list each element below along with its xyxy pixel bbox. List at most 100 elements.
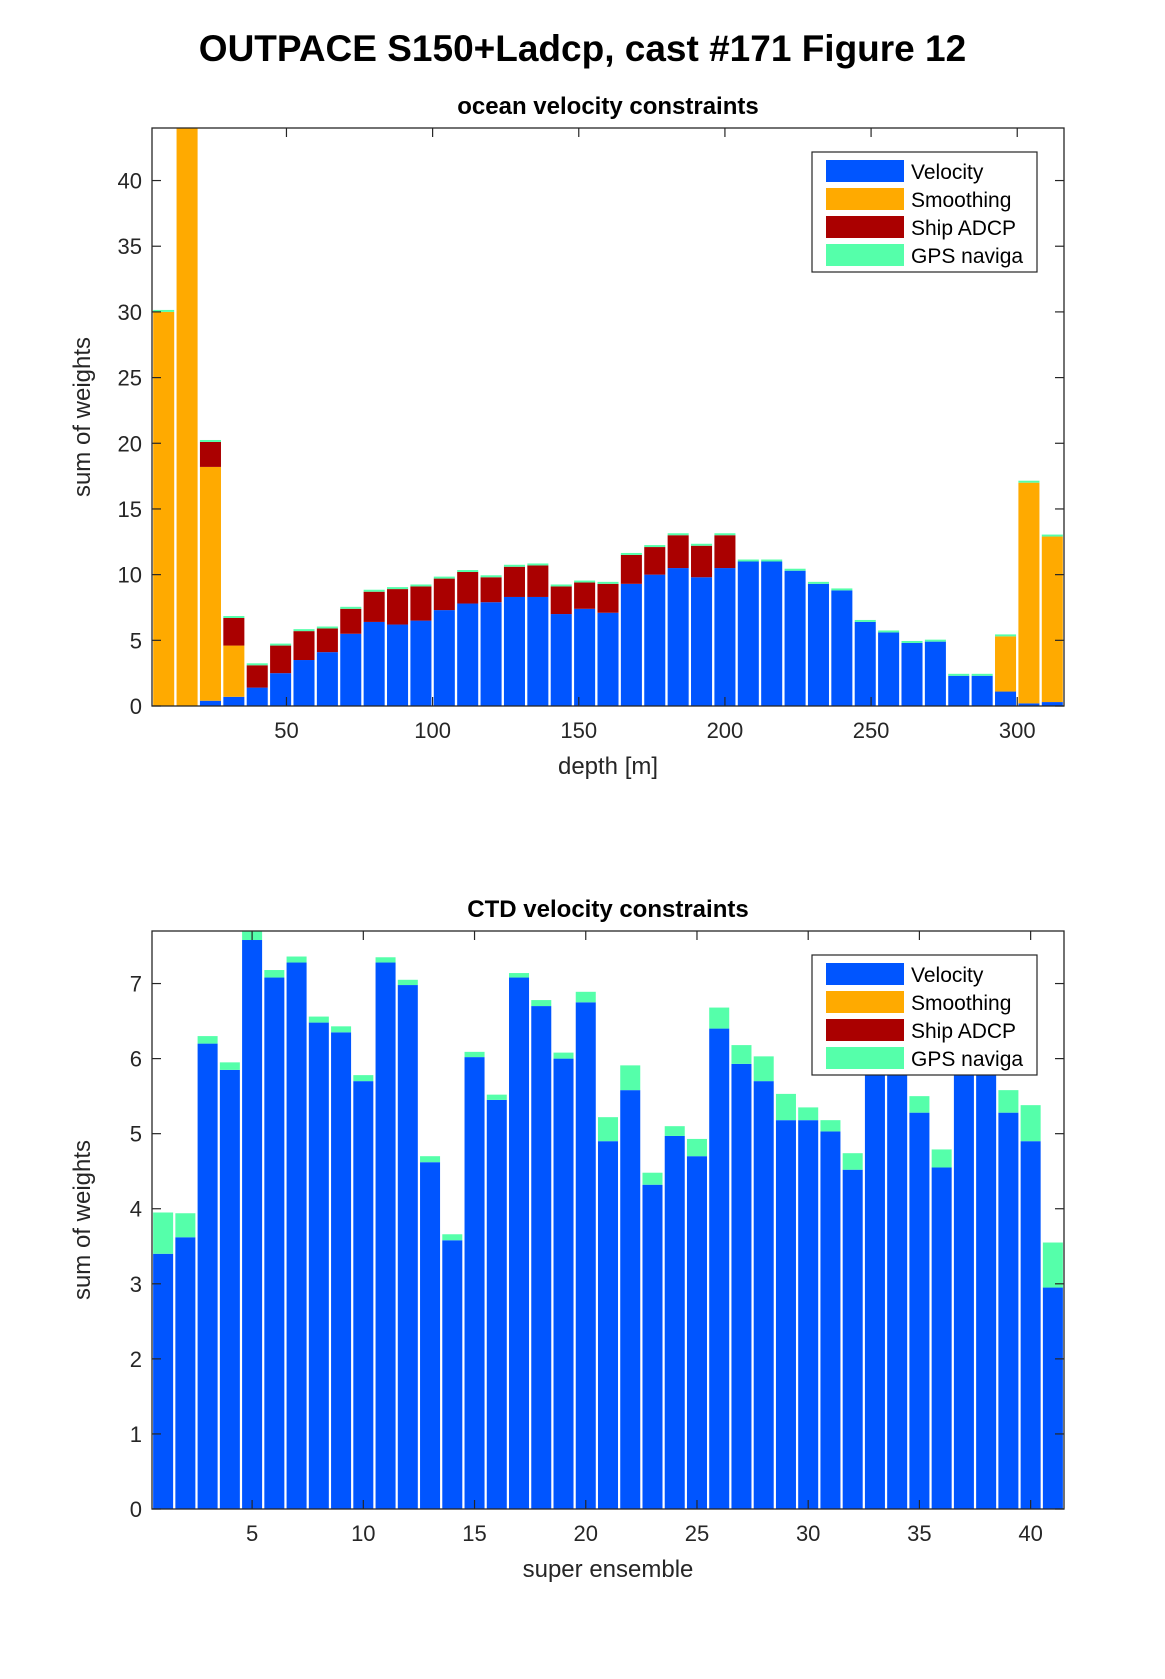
y-tick-label: 7 [130, 972, 142, 997]
bar-gps-naviga [761, 559, 783, 562]
legend-swatch [826, 188, 904, 210]
bar-velocity [397, 985, 418, 1509]
bar-ship-adcp [480, 577, 502, 603]
y-tick-label: 35 [118, 234, 142, 259]
bar-velocity [503, 596, 525, 706]
bar-velocity [433, 610, 455, 706]
bar-velocity [480, 602, 502, 706]
x-tick-label: 15 [462, 1521, 486, 1546]
bar-gps-naviga [574, 580, 596, 583]
y-tick-label: 10 [118, 563, 142, 588]
bar-ship-adcp [199, 441, 221, 467]
bar-ship-adcp [667, 535, 689, 569]
chart-title: CTD velocity constraints [467, 896, 748, 923]
bar-gps-naviga [691, 543, 713, 546]
bar-gps-naviga [293, 629, 315, 632]
bar-velocity [175, 1237, 196, 1509]
bar-gps-naviga [1042, 1242, 1063, 1288]
bar-ship-adcp [457, 572, 479, 604]
bar-velocity [464, 1057, 485, 1509]
bar-velocity [798, 1120, 819, 1509]
bar-velocity [223, 696, 245, 706]
bar-gps-naviga [410, 584, 432, 587]
bar-velocity [242, 940, 263, 1509]
y-tick-label: 2 [130, 1347, 142, 1372]
x-tick-label: 50 [274, 718, 298, 743]
legend-swatch [826, 216, 904, 238]
bar-smoothing [176, 128, 198, 706]
bar-gps-naviga [153, 309, 175, 312]
x-tick-label: 30 [796, 1521, 820, 1546]
bar-velocity [331, 1032, 352, 1509]
bar-smoothing [223, 645, 245, 697]
bar-ship-adcp [270, 645, 292, 674]
bar-gps-naviga [909, 1096, 930, 1113]
bar-gps-naviga [878, 630, 900, 633]
bar-gps-naviga [831, 588, 853, 591]
bar-ship-adcp [246, 665, 268, 688]
bar-velocity [737, 561, 759, 706]
bar-gps-naviga [644, 545, 666, 548]
bar-ship-adcp [597, 583, 619, 613]
bar-gps-naviga [199, 439, 221, 442]
bar-velocity [219, 1069, 240, 1509]
bar-velocity [878, 632, 900, 706]
bar-velocity [691, 577, 713, 706]
bar-gps-naviga [1041, 534, 1063, 537]
bar-velocity [340, 633, 362, 706]
x-tick-label: 250 [853, 718, 890, 743]
legend-swatch [826, 991, 904, 1013]
bar-velocity [807, 583, 829, 706]
axes-box [151, 930, 1065, 1510]
bar-velocity [931, 1167, 952, 1509]
bar-velocity [971, 675, 993, 706]
bar-velocity [531, 1006, 552, 1509]
bar-gps-naviga [503, 564, 525, 567]
bar-velocity [753, 1081, 774, 1509]
figure-title: OUTPACE S150+Ladcp, cast #171 Figure 12 [198, 28, 967, 69]
bar-gps-naviga [731, 1045, 752, 1064]
bar-gps-naviga [709, 1007, 730, 1029]
chart-title: ocean velocity constraints [457, 93, 758, 120]
bar-gps-naviga [442, 1234, 463, 1241]
bar-ship-adcp [620, 554, 642, 584]
bar-gps-naviga [807, 581, 829, 584]
legend-label: GPS naviga [911, 245, 1023, 268]
bar-gps-naviga [924, 639, 946, 642]
bar-velocity [714, 568, 736, 706]
legend-label: Velocity [911, 161, 984, 184]
bar-gps-naviga [264, 970, 285, 978]
bar-ship-adcp [363, 591, 385, 622]
bar-velocity [664, 1135, 685, 1509]
bar-velocity [995, 691, 1017, 706]
y-tick-label: 0 [130, 1497, 142, 1522]
bar-gps-naviga [457, 570, 479, 573]
bar-ship-adcp [691, 545, 713, 578]
bar-ship-adcp [223, 617, 245, 646]
bar-gps-naviga [931, 1149, 952, 1168]
bar-velocity [644, 574, 666, 706]
bar-ship-adcp [644, 547, 666, 575]
legend-label: GPS naviga [911, 1048, 1023, 1071]
bar-gps-naviga [433, 576, 455, 579]
bar-gps-naviga [620, 552, 642, 555]
bar-velocity [486, 1099, 507, 1509]
bar-gps-naviga [353, 1075, 374, 1082]
bar-velocity [527, 596, 549, 706]
bar-smoothing [199, 466, 221, 701]
bar-gps-naviga [784, 568, 806, 571]
bar-gps-naviga [642, 1172, 663, 1185]
legend-label: Ship ADCP [911, 217, 1016, 240]
bar-velocity [420, 1162, 441, 1509]
bar-gps-naviga [620, 1065, 641, 1091]
bar-gps-naviga [1018, 480, 1040, 483]
bar-gps-naviga [397, 979, 418, 986]
bar-ship-adcp [340, 608, 362, 634]
legend-label: Velocity [911, 964, 984, 987]
legend-label: Smoothing [911, 992, 1011, 1015]
bar-gps-naviga [901, 640, 923, 643]
legend-swatch [826, 963, 904, 985]
y-tick-label: 20 [118, 431, 142, 456]
bar-gps-naviga [219, 1062, 240, 1070]
